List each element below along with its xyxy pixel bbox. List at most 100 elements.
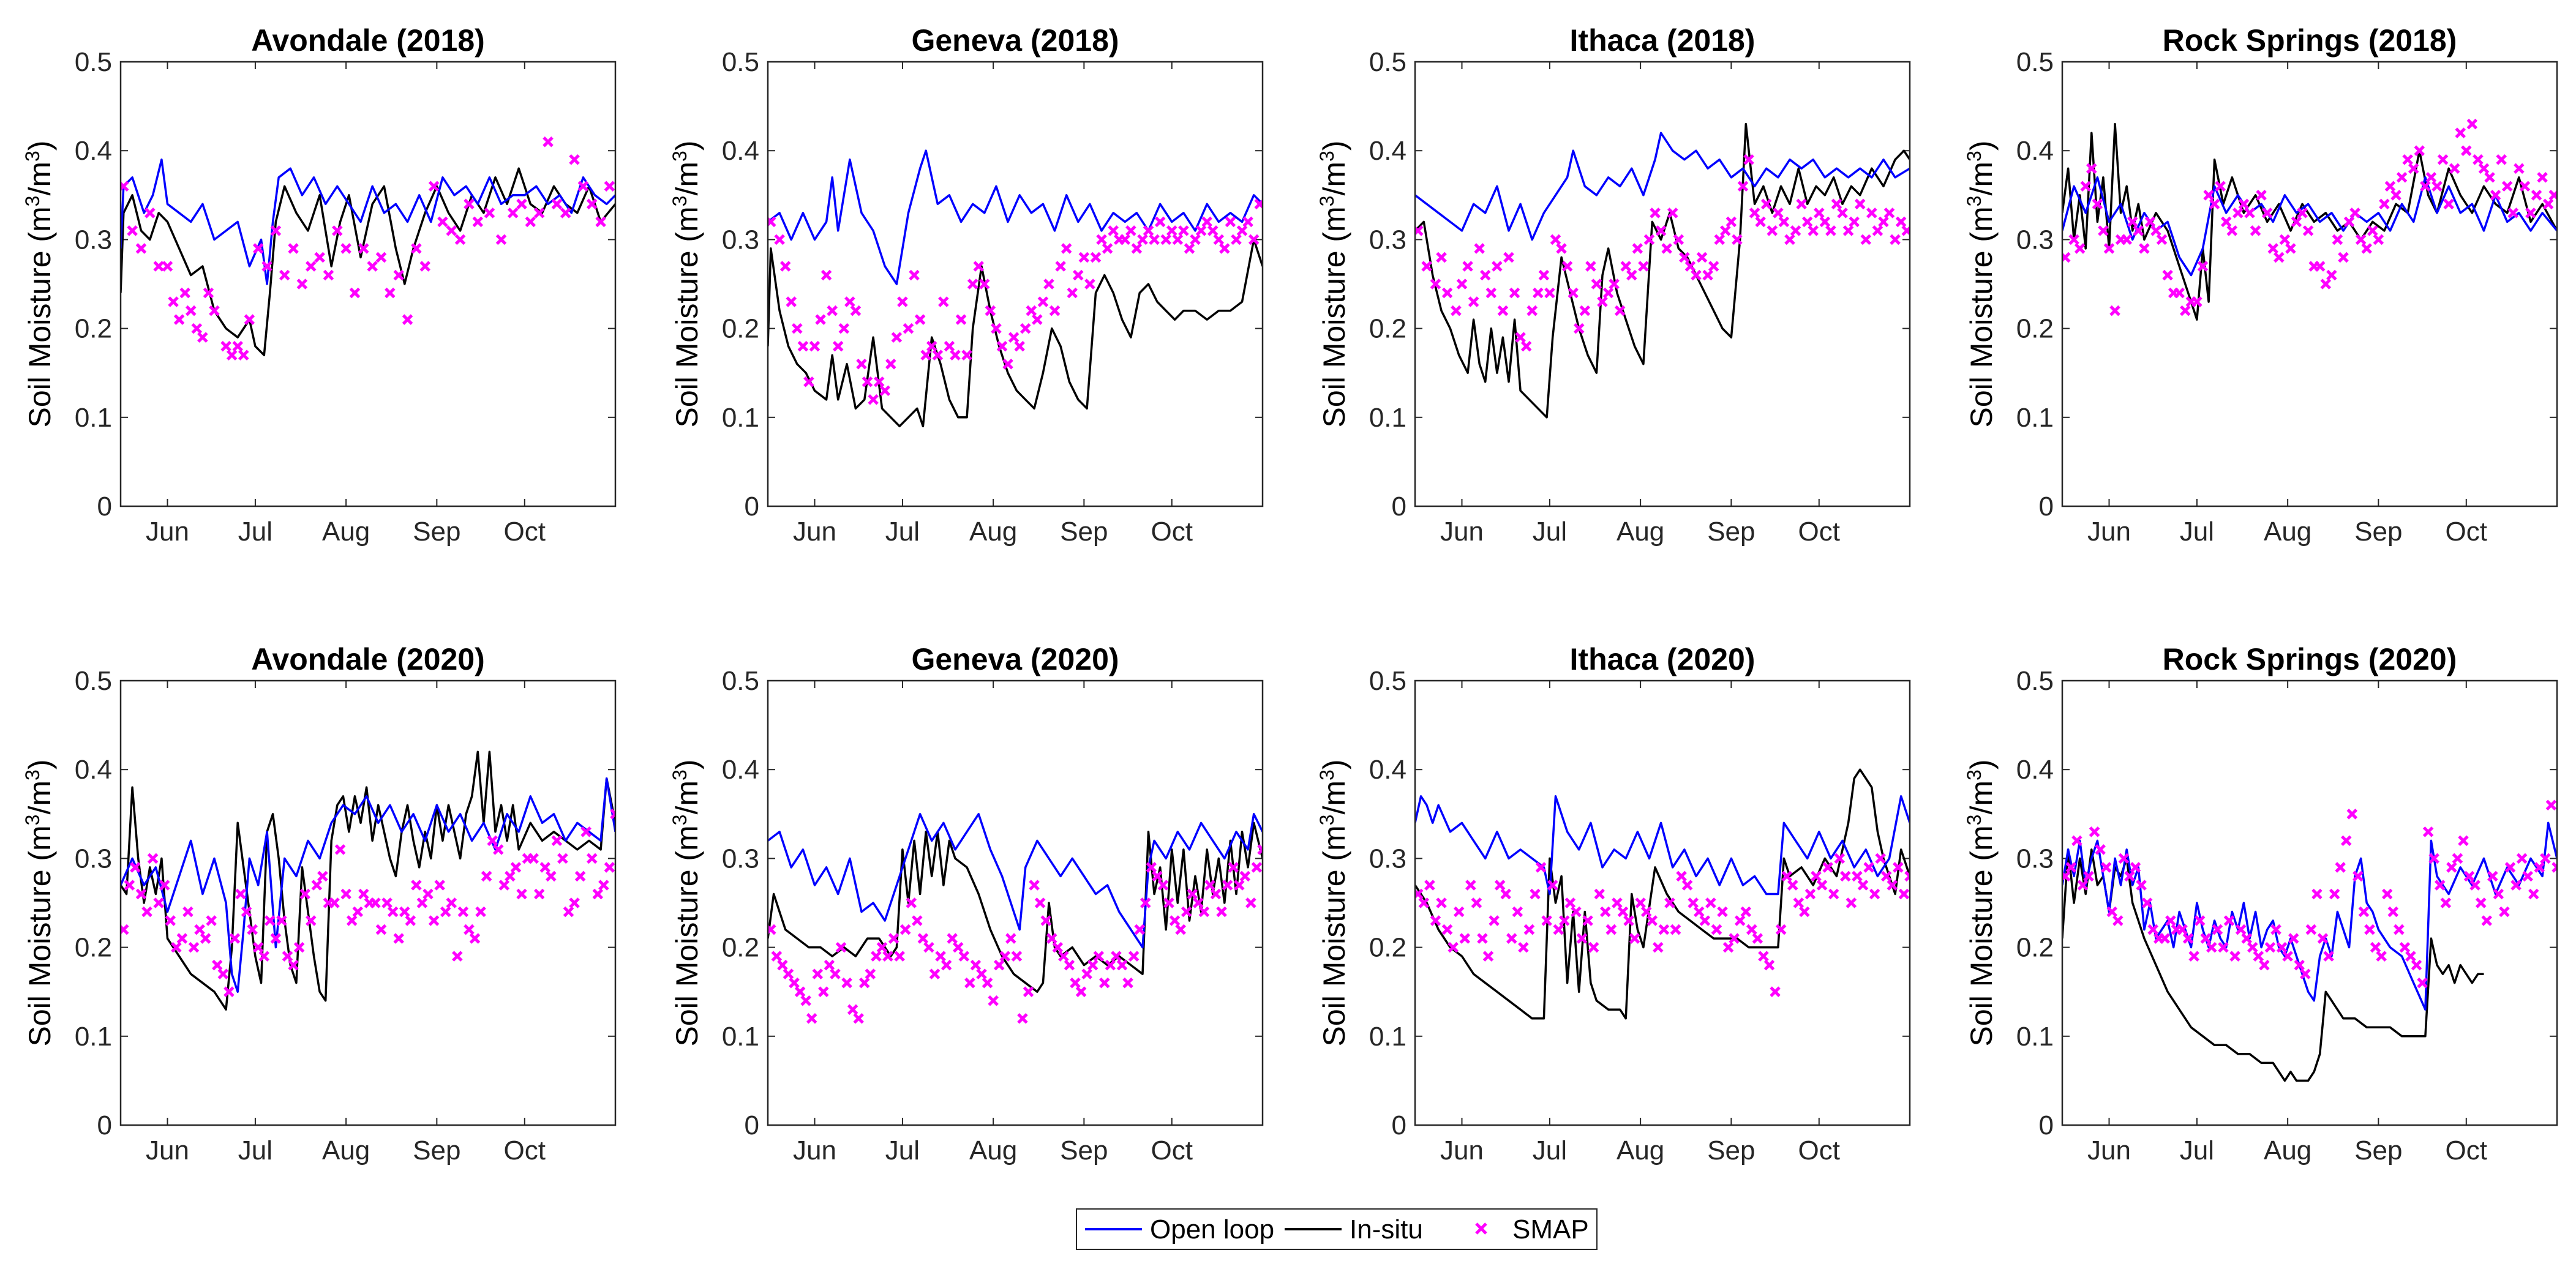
smap-point: [1602, 287, 1614, 299]
series-open-loop-line: [768, 813, 1263, 949]
smap-point: [1740, 906, 1752, 918]
smap-point: [226, 350, 238, 361]
smap-point: [1257, 844, 1263, 855]
y-tick-label: 0.1: [722, 403, 759, 433]
smap-point: [1073, 269, 1084, 281]
smap-point: [1585, 261, 1596, 272]
axes-box: [2061, 679, 2558, 1126]
smap-point: [1763, 959, 1775, 971]
smap-point: [340, 888, 351, 900]
smap-point: [1210, 888, 1222, 900]
smap-point: [2338, 252, 2349, 263]
smap-point: [2095, 844, 2106, 855]
smap-point: [2528, 888, 2539, 900]
smap-point: [176, 933, 188, 944]
smap-point: [2466, 118, 2478, 130]
smap-point: [1746, 924, 1757, 935]
smap-point: [2373, 234, 2384, 245]
smap-point: [1702, 269, 1713, 281]
smap-point: [2504, 862, 2516, 873]
smap-point: [2475, 897, 2487, 908]
smap-point: [2191, 296, 2202, 307]
smap-point: [130, 862, 141, 873]
panel-rock-springs-2020: Rock Springs (2020) 0 0.1 0.2 0.3 0.4 0.5 Jun Ju…: [1963, 642, 2558, 1166]
smap-point: [2320, 279, 2332, 290]
smap-point: [803, 376, 814, 387]
smap-point: [2147, 924, 2158, 935]
smap-point: [2302, 225, 2314, 236]
smap-point: [1831, 198, 1842, 210]
y-axis-label: Soil Moisture (m3/m3): [1316, 141, 1351, 428]
smap-point: [1597, 296, 1608, 307]
smap-point: [1005, 933, 1016, 944]
smap-point: [2525, 208, 2536, 219]
smap-point: [2130, 862, 2141, 873]
smap-point: [1207, 225, 1219, 236]
smap-point: [879, 385, 891, 397]
y-tick-label: 0.5: [1369, 47, 1406, 77]
smap-point: [2141, 897, 2153, 908]
smap-point: [1725, 216, 1737, 228]
smap-point: [484, 208, 495, 219]
x-tick-label: Sep: [2354, 517, 2402, 547]
smap-point: [1026, 305, 1037, 316]
smap-point: [932, 350, 944, 361]
smap-point: [938, 296, 949, 307]
smap-point: [323, 269, 334, 281]
smap-point: [393, 269, 404, 281]
smap-point: [876, 941, 888, 953]
y-tick-label: 0.3: [1369, 844, 1406, 874]
chart-title: Ithaca (2020): [1570, 642, 1756, 676]
smap-point: [539, 862, 551, 873]
smap-point: [1219, 243, 1230, 254]
smap-point: [1849, 216, 1860, 228]
smap-point: [1816, 880, 1828, 891]
smap-point: [375, 924, 387, 935]
x-tick-label: Jun: [1440, 1136, 1484, 1166]
smap-point: [2484, 171, 2495, 183]
smap-point: [2473, 154, 2484, 165]
smap-point: [1655, 225, 1667, 236]
smap-point: [2188, 951, 2199, 962]
smap-point: [252, 243, 264, 254]
smap-point: [2478, 163, 2490, 174]
y-tick-label: 0.5: [2016, 666, 2054, 696]
smap-point: [261, 261, 272, 272]
smap-point: [1204, 880, 1215, 891]
smap-point: [1087, 959, 1098, 971]
smap-point: [1523, 924, 1535, 935]
x-tick-label: Aug: [2264, 1136, 2311, 1166]
smap-point: [792, 323, 803, 334]
x-tick-label: Jun: [2087, 1136, 2131, 1166]
smap-point: [2294, 959, 2305, 971]
smap-point: [964, 977, 975, 989]
smap-point: [1781, 870, 1792, 882]
smap-point: [1538, 269, 1550, 281]
smap-point: [1887, 880, 1898, 891]
smap-point: [2514, 163, 2525, 174]
smap-point: [1676, 870, 1687, 882]
x-tick-label: Jun: [1440, 517, 1484, 547]
series-open-loop-line: [1415, 795, 1910, 896]
smap-point: [2077, 880, 2089, 891]
smap-point: [1556, 243, 1567, 254]
smap-point: [1002, 358, 1013, 370]
series-open-loop-line: [121, 777, 615, 993]
smap-point: [1055, 261, 1066, 272]
series-smap: [2062, 118, 2557, 316]
smap-point: [1116, 959, 1128, 971]
smap-point: [944, 340, 955, 352]
x-tick-label: Jun: [146, 1136, 189, 1166]
smap-point: [2364, 924, 2375, 935]
y-tick-label: 0.5: [722, 666, 759, 696]
x-tick-label: Sep: [413, 1136, 460, 1166]
smap-point: [270, 225, 282, 236]
smap-point: [1052, 941, 1064, 953]
smap-point: [999, 951, 1011, 962]
smap-point: [2487, 870, 2498, 882]
series-smap: [768, 198, 1263, 405]
y-tick-label: 0.5: [722, 47, 759, 77]
smap-point: [1448, 941, 1459, 953]
smap-point: [2083, 870, 2094, 882]
smap-point: [1755, 216, 1766, 228]
